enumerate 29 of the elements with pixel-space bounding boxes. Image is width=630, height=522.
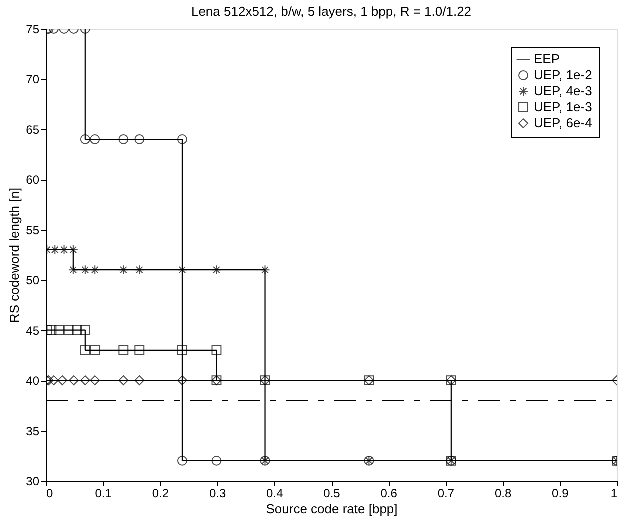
x-tick-label: 0.9 <box>552 486 570 500</box>
chart-title: Lena 512x512, b/w, 5 layers, 1 bpp, R = 1.0/1.22 <box>191 4 472 19</box>
y-tick-label: 75 <box>26 22 40 36</box>
x-tick-label: 0.7 <box>438 486 455 500</box>
x-tick-label: 0.4 <box>266 486 284 500</box>
x-tick-label: 0.2 <box>152 486 170 500</box>
y-tick-label: 40 <box>26 374 40 388</box>
y-tick-label: 65 <box>26 122 40 137</box>
x-tick-label: 1 <box>610 486 618 500</box>
y-tick-label: 50 <box>26 274 40 288</box>
y-tick-label: 55 <box>26 223 40 238</box>
x-tick-label: 0.8 <box>494 486 512 500</box>
y-tick-label: 35 <box>26 424 40 438</box>
x-axis-title: Source code rate [bpp] <box>266 502 398 516</box>
x-tick-label: 0.5 <box>324 486 341 500</box>
y-axis-title: RS codeword length [n] <box>7 188 22 324</box>
legend-label: UEP, 1e-3 <box>534 100 592 114</box>
x-tick-label: 0.3 <box>209 486 226 500</box>
legend-label: EEP <box>534 52 560 66</box>
y-tick-label: 30 <box>26 474 40 488</box>
x-tick-label: 0.6 <box>380 486 398 500</box>
y-tick-label: 60 <box>26 173 40 188</box>
y-tick-label: 45 <box>26 324 40 338</box>
legend-label: UEP, 6e-4 <box>534 116 592 130</box>
legend-label: UEP, 1e-2 <box>534 68 592 82</box>
legend-label: UEP, 4e-3 <box>534 84 592 98</box>
x-tick-label: 0.1 <box>95 486 112 500</box>
x-tick-label: 0 <box>46 486 54 500</box>
y-tick-label: 70 <box>26 72 40 87</box>
